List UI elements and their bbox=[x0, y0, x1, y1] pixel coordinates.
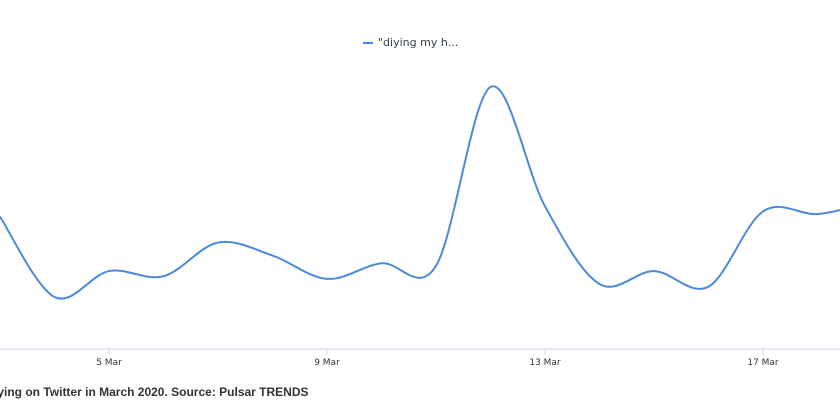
data-point[interactable] bbox=[815, 211, 821, 217]
x-axis-ticks: 5 Mar 9 Mar 13 Mar 17 Mar bbox=[96, 349, 779, 368]
x-tick-label: 13 Mar bbox=[529, 358, 561, 368]
data-point[interactable] bbox=[52, 294, 58, 300]
data-point[interactable] bbox=[542, 203, 548, 209]
data-point[interactable] bbox=[433, 263, 439, 269]
data-point[interactable] bbox=[597, 281, 603, 287]
data-point[interactable] bbox=[215, 240, 221, 246]
legend-swatch bbox=[363, 41, 373, 44]
data-point[interactable] bbox=[0, 214, 3, 220]
data-point[interactable] bbox=[706, 284, 712, 290]
legend-item[interactable]: "diying my h... bbox=[363, 36, 458, 49]
data-point[interactable] bbox=[161, 273, 167, 279]
data-point[interactable] bbox=[324, 276, 330, 282]
x-tick-label: 17 Mar bbox=[747, 358, 779, 368]
legend-label: "diying my h... bbox=[378, 36, 459, 49]
data-point[interactable] bbox=[651, 268, 657, 274]
chart-caption: iying on Twitter in March 2020. Source: … bbox=[0, 385, 309, 399]
x-tick-label: 5 Mar bbox=[96, 358, 122, 368]
series-line[interactable] bbox=[0, 85, 840, 300]
data-point[interactable] bbox=[106, 268, 112, 274]
data-point[interactable] bbox=[488, 84, 494, 90]
data-point[interactable] bbox=[379, 260, 385, 266]
x-tick-label: 9 Mar bbox=[314, 358, 340, 368]
data-point[interactable] bbox=[760, 208, 766, 214]
data-point[interactable] bbox=[270, 253, 276, 259]
